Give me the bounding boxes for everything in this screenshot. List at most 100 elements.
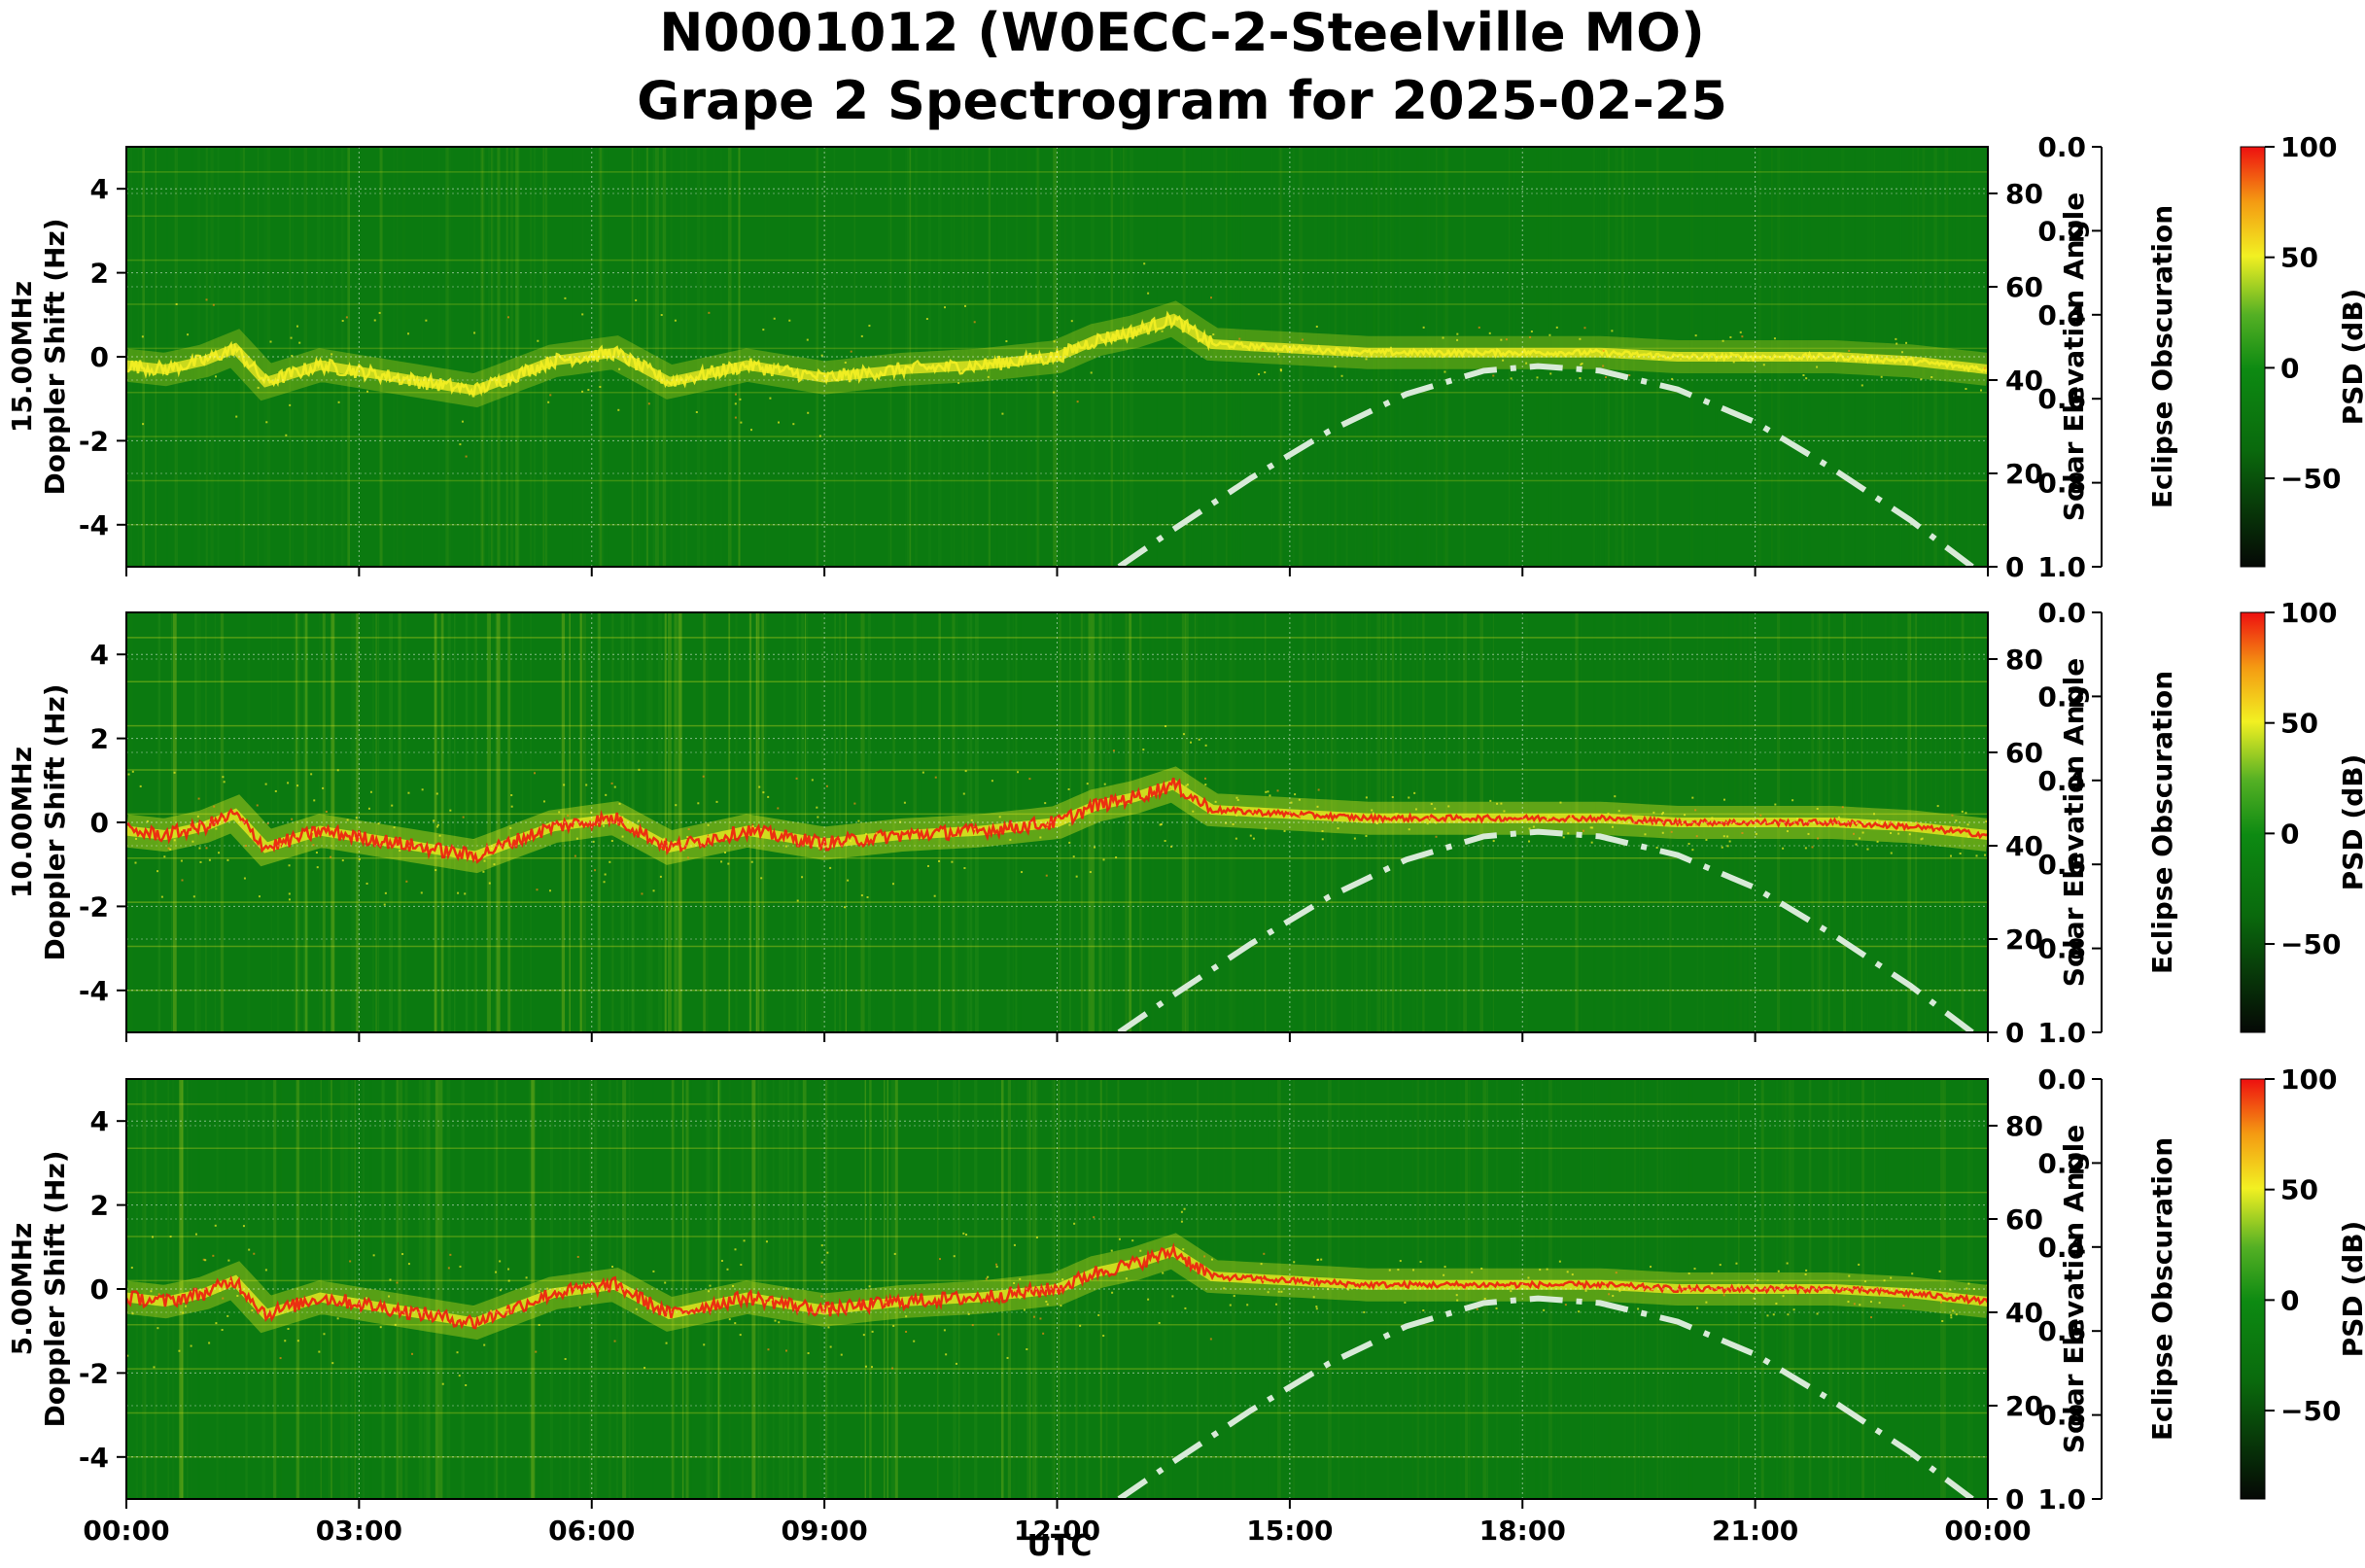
psd-speck <box>1708 824 1711 827</box>
psd-speck <box>1301 338 1304 341</box>
psd-speck <box>1238 337 1241 340</box>
psd-speck <box>1249 834 1252 837</box>
psd-speck <box>291 818 294 820</box>
eclipse-tick-label: 0.2 <box>2037 1147 2086 1179</box>
psd-speck <box>1617 810 1620 813</box>
x-tick-label: 18:00 <box>1479 1515 1566 1547</box>
psd-speck <box>213 805 216 808</box>
solar-elevation-label: Solar Elevation Angle <box>2058 1125 2090 1453</box>
noise-streak <box>532 1079 536 1499</box>
psd-speck <box>1695 835 1698 838</box>
psd-speck <box>1235 837 1237 840</box>
psd-speck <box>337 401 340 403</box>
noise-streak <box>404 1079 408 1499</box>
psd-speck <box>875 832 878 835</box>
psd-speck <box>367 807 370 810</box>
noise-streak <box>906 147 910 567</box>
psd-speck <box>208 1342 211 1344</box>
psd-speck <box>1500 338 1503 341</box>
psd-speck <box>233 343 236 346</box>
psd-speck <box>322 786 325 789</box>
right-tick-label: 40 <box>2005 365 2043 397</box>
psd-speck <box>1548 815 1550 818</box>
psd-speck <box>1397 1269 1400 1272</box>
psd-speck <box>1686 1285 1688 1288</box>
psd-speck <box>196 822 199 825</box>
psd-speck <box>903 801 906 804</box>
psd-speck <box>1495 1307 1498 1309</box>
psd-speck <box>1732 822 1735 825</box>
psd-speck <box>1684 814 1687 817</box>
psd-speck <box>652 1270 655 1272</box>
psd-speck <box>488 882 491 885</box>
psd-speck <box>1471 1271 1474 1273</box>
psd-speck <box>549 394 552 397</box>
psd-speck <box>1671 377 1674 380</box>
psd-speck <box>1782 847 1785 850</box>
y-axis-label-line: Doppler Shift (Hz) <box>39 683 71 960</box>
noise-streak <box>1291 1079 1293 1499</box>
psd-speck <box>1852 832 1855 835</box>
psd-speck <box>243 877 246 880</box>
psd-speck <box>1739 331 1742 333</box>
psd-speck <box>1805 377 1808 380</box>
psd-speck <box>643 1367 646 1370</box>
psd-speck <box>913 1340 916 1342</box>
psd-speck <box>279 1357 282 1360</box>
psd-speck <box>998 816 1001 819</box>
psd-speck <box>182 1311 185 1314</box>
psd-speck <box>687 828 690 831</box>
colorbar-tick-label: −50 <box>2280 1395 2341 1427</box>
psd-speck <box>1236 798 1239 801</box>
psd-speck <box>1476 1307 1478 1310</box>
psd-speck <box>1089 871 1092 874</box>
noise-streak <box>1108 612 1112 1032</box>
noise-streak <box>487 612 491 1032</box>
y-axis-label: 10.00MHzDoppler Shift (Hz) <box>6 683 71 960</box>
psd-speck <box>533 772 536 775</box>
psd-speck <box>420 891 423 894</box>
colorbar-tick-label: 0 <box>2280 818 2299 850</box>
psd-speck <box>1276 789 1279 792</box>
psd-speck <box>1492 840 1495 843</box>
psd-speck <box>212 1254 215 1257</box>
psd-speck <box>1001 412 1004 415</box>
psd-speck <box>1670 830 1673 833</box>
psd-speck <box>1617 354 1619 357</box>
noise-streak <box>703 612 706 1032</box>
psd-speck <box>199 860 202 863</box>
noise-streak <box>678 612 680 1032</box>
noise-streak <box>444 147 448 567</box>
psd-speck <box>1873 813 1876 816</box>
psd-speck <box>287 1328 290 1331</box>
psd-speck <box>707 835 710 838</box>
psd-speck <box>1262 1278 1265 1281</box>
psd-speck <box>441 1382 444 1385</box>
psd-speck <box>767 1348 770 1351</box>
psd-speck <box>1681 1285 1684 1288</box>
noise-streak <box>838 612 842 1032</box>
psd-speck <box>274 789 277 792</box>
psd-speck <box>1053 340 1056 343</box>
psd-speck <box>1737 1283 1740 1286</box>
psd-speck <box>425 319 428 322</box>
psd-speck <box>265 421 268 424</box>
psd-speck <box>945 363 948 366</box>
psd-speck <box>1905 341 1908 344</box>
psd-speck <box>864 1365 867 1368</box>
noise-streak <box>825 1079 827 1499</box>
noise-streak <box>1149 612 1150 1032</box>
psd-speck <box>663 837 666 840</box>
psd-speck <box>609 860 611 863</box>
psd-speck <box>590 811 593 814</box>
psd-speck <box>1711 817 1714 819</box>
psd-speck <box>963 304 966 307</box>
psd-speck <box>1204 777 1207 780</box>
psd-speck <box>1908 833 1911 836</box>
psd-speck <box>1143 262 1146 265</box>
psd-speck <box>227 1259 230 1262</box>
eclipse-tick-label: 0.0 <box>2037 597 2086 629</box>
eclipse-tick-label: 0.0 <box>2037 131 2086 163</box>
psd-speck <box>313 799 316 802</box>
